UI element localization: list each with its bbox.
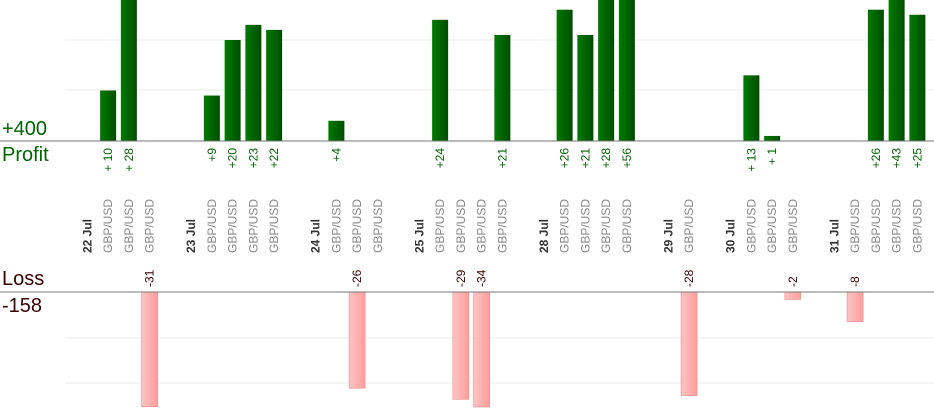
pair-label: GBP/USD — [910, 199, 924, 253]
pair-label: GBP/USD — [122, 199, 136, 253]
pair-label: GBP/USD — [682, 199, 696, 253]
loss-bar — [452, 291, 470, 400]
pair-label: GBP/USD — [143, 199, 157, 253]
pair-label: GBP/USD — [786, 199, 800, 253]
pair-label: GBP/USD — [890, 199, 904, 253]
pair-label: GBP/USD — [869, 199, 883, 253]
profit-bar — [764, 135, 781, 141]
date-label: 28 Jul — [537, 219, 551, 253]
loss-value-label: -29 — [454, 269, 468, 287]
profit-value-label: +4 — [329, 148, 343, 162]
profit-value-label: +28 — [599, 148, 613, 169]
profit-value-label: + 13 — [744, 148, 758, 172]
profit-value-label: + 1 — [765, 148, 779, 165]
pair-label: GBP/USD — [578, 199, 592, 253]
profit-bar — [203, 95, 220, 141]
profit-bar — [245, 24, 262, 142]
pair-label: GBP/USD — [848, 199, 862, 253]
profit-value-label: +26 — [558, 148, 572, 169]
loss-value-label: -26 — [350, 269, 364, 287]
date-label: 31 Jul — [827, 219, 841, 253]
loss-value-label: -31 — [143, 269, 157, 287]
profit-value-label: +43 — [890, 148, 904, 169]
date-label: 22 Jul — [80, 219, 94, 253]
profit-value-label: +23 — [246, 148, 260, 169]
date-label: 25 Jul — [412, 219, 426, 253]
profit-value-label: +20 — [226, 148, 240, 169]
profit-bar — [618, 0, 635, 141]
pair-label: GBP/USD — [371, 199, 385, 253]
profit-total: +400 — [2, 118, 48, 140]
profit-value-label: +26 — [869, 148, 883, 169]
pair-label: GBP/USD — [433, 199, 447, 253]
pair-label: GBP/USD — [205, 199, 219, 253]
loss-bar — [473, 291, 490, 408]
pair-label: GBP/USD — [765, 199, 779, 253]
pair-label: GBP/USD — [101, 199, 115, 253]
pair-label: GBP/USD — [475, 199, 489, 253]
profit-value-label: + 10 — [101, 148, 115, 172]
profit-bar — [867, 9, 884, 142]
profit-value-label: +21 — [578, 148, 592, 169]
loss-total: -158 — [2, 295, 43, 317]
date-label: 30 Jul — [724, 219, 738, 253]
pair-label: GBP/USD — [350, 199, 364, 253]
profit-bar — [120, 0, 137, 141]
pair-label: GBP/USD — [558, 199, 572, 253]
loss-value-label: -28 — [682, 269, 696, 287]
loss-value-label: -8 — [848, 276, 862, 287]
pair-label: GBP/USD — [267, 199, 281, 253]
pair-label: GBP/USD — [246, 199, 260, 253]
loss-bar — [141, 291, 158, 407]
profit-bar — [556, 9, 573, 142]
profit-bar — [224, 40, 241, 141]
pair-label: GBP/USD — [495, 199, 509, 253]
loss-bar — [348, 291, 366, 389]
loss-label: Loss — [2, 268, 45, 290]
profit-value-label: + 28 — [122, 148, 136, 172]
date-label: 24 Jul — [309, 219, 323, 253]
profit-value-label: +22 — [267, 148, 281, 169]
profit-bar — [100, 90, 117, 141]
profit-bar — [743, 75, 760, 141]
baselines — [0, 140, 934, 293]
loss-value-label: -34 — [475, 269, 489, 287]
profit-value-label: +25 — [910, 148, 924, 169]
pair-label: GBP/USD — [226, 199, 240, 253]
bars — [100, 0, 926, 408]
profit-value-label: +21 — [495, 148, 509, 169]
loss-value-label: -2 — [786, 276, 800, 287]
loss-bar — [784, 291, 802, 300]
profit-bar — [598, 0, 615, 141]
date-label: 29 Jul — [661, 219, 675, 253]
loss-bar — [846, 291, 864, 322]
profit-bar — [494, 34, 511, 142]
profit-value-label: +24 — [433, 148, 447, 169]
profit-bar — [432, 19, 449, 141]
profit-bar — [909, 14, 926, 141]
pair-label: GBP/USD — [620, 199, 634, 253]
profit-value-label: +56 — [620, 148, 634, 169]
date-label: 23 Jul — [184, 219, 198, 253]
profit-bar — [577, 34, 594, 142]
profit-bar — [328, 120, 345, 141]
loss-bar — [680, 291, 698, 396]
profit-bar — [266, 29, 283, 141]
pair-label: GBP/USD — [454, 199, 468, 253]
profit-label: Profit — [2, 144, 49, 166]
profit-bar — [888, 0, 905, 141]
labels: 22 Jul GBP/USD + 10 GBP/USD + 28 GBP/USD -31 23… — [80, 148, 924, 287]
pair-label: GBP/USD — [329, 199, 343, 253]
pair-label: GBP/USD — [744, 199, 758, 253]
profit-value-label: +9 — [205, 148, 219, 162]
pair-label: GBP/USD — [599, 199, 613, 253]
